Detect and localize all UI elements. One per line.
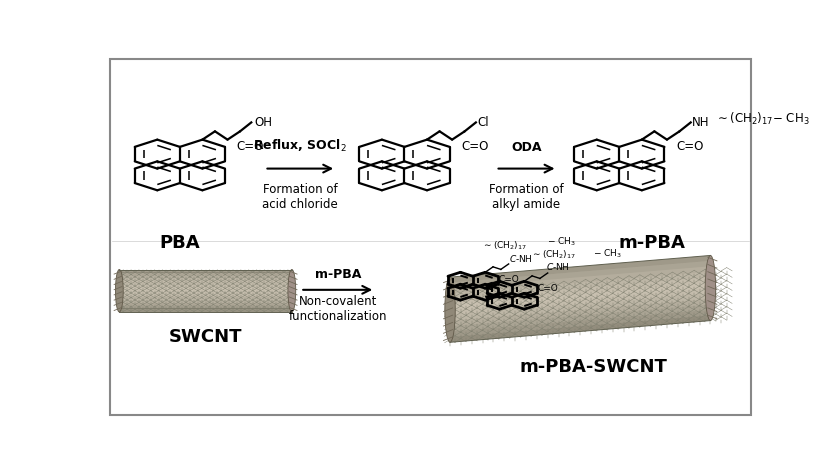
Text: Cl: Cl (478, 116, 490, 129)
Bar (119, 289, 291, 292)
Polygon shape (450, 304, 711, 331)
Text: Formation of
alkyl amide: Formation of alkyl amide (489, 183, 564, 211)
Bar (119, 270, 291, 273)
Bar (119, 278, 291, 281)
Polygon shape (450, 261, 711, 288)
Polygon shape (450, 256, 711, 282)
Bar (119, 272, 291, 275)
Text: $-$ CH$_3$: $-$ CH$_3$ (547, 235, 576, 248)
Bar (119, 295, 291, 298)
Bar (119, 275, 291, 278)
Text: OH: OH (255, 116, 272, 129)
Bar (119, 292, 291, 295)
Text: $\sim$(CH$_2$)$_{17}$: $\sim$(CH$_2$)$_{17}$ (531, 249, 576, 261)
Text: Reflux, SOCl$_2$: Reflux, SOCl$_2$ (254, 138, 347, 154)
Text: Formation of
acid chloride: Formation of acid chloride (262, 183, 339, 211)
Polygon shape (450, 293, 711, 321)
Text: $\sim$(CH$_2$)$_{17}$$-$ CH$_3$: $\sim$(CH$_2$)$_{17}$$-$ CH$_3$ (716, 111, 810, 127)
Polygon shape (450, 256, 711, 342)
Text: $C$-NH: $C$-NH (509, 253, 533, 264)
Ellipse shape (115, 269, 123, 312)
Bar (119, 303, 291, 306)
Text: $-$ CH$_3$: $-$ CH$_3$ (593, 247, 622, 259)
Polygon shape (450, 310, 711, 337)
Text: C=O: C=O (237, 141, 265, 153)
Bar (119, 270, 291, 312)
Text: C=O: C=O (461, 141, 489, 153)
Text: C=O: C=O (676, 141, 704, 153)
Polygon shape (450, 266, 711, 293)
Text: m-PBA: m-PBA (314, 268, 361, 281)
Bar (119, 286, 291, 290)
Text: $\sim$(CH$_2$)$_{17}$: $\sim$(CH$_2$)$_{17}$ (482, 240, 527, 252)
Text: NH: NH (692, 116, 710, 129)
Bar (119, 283, 291, 287)
Text: PBA: PBA (160, 234, 200, 252)
Text: $C$-NH: $C$-NH (546, 261, 570, 272)
Ellipse shape (288, 269, 296, 312)
Bar (119, 298, 291, 300)
Ellipse shape (706, 256, 716, 321)
Polygon shape (450, 315, 711, 342)
Polygon shape (450, 299, 711, 326)
Bar (119, 306, 291, 309)
Text: SWCNT: SWCNT (169, 328, 242, 346)
Bar (119, 300, 291, 303)
Text: C=O: C=O (498, 275, 519, 284)
Bar (119, 308, 291, 312)
Bar (119, 281, 291, 284)
FancyBboxPatch shape (110, 59, 751, 415)
Text: Non-covalent
functionalization: Non-covalent functionalization (288, 295, 387, 323)
Polygon shape (450, 272, 711, 299)
Text: ODA: ODA (512, 141, 542, 154)
Text: m-PBA: m-PBA (618, 234, 685, 252)
Text: C=O: C=O (538, 284, 558, 293)
Ellipse shape (445, 277, 455, 342)
Text: m-PBA-SWCNT: m-PBA-SWCNT (519, 358, 667, 376)
